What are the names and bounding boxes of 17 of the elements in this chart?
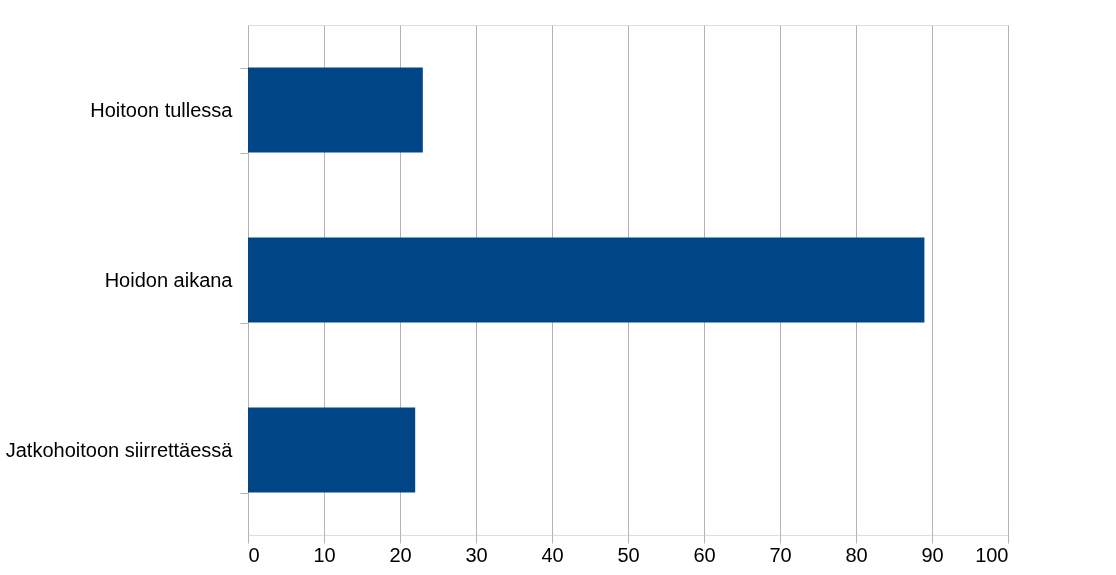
x-tick-label: 40 xyxy=(541,543,564,566)
x-tick-label: 100 xyxy=(975,543,1009,566)
y-tick-label: Hoitoon tullessa xyxy=(90,98,234,121)
y-tick-label: Hoidon aikana xyxy=(104,268,234,291)
bar xyxy=(248,67,423,153)
x-tick-label: 20 xyxy=(389,543,412,566)
x-tick-label: 70 xyxy=(769,543,792,566)
x-tick-label: 30 xyxy=(465,543,488,566)
bar xyxy=(248,407,416,493)
x-tick-label: 10 xyxy=(313,543,336,566)
y-tick-label: Jatkohoitoon siirrettäessä xyxy=(5,438,234,461)
x-tick-label: 80 xyxy=(845,543,868,566)
x-tick-label: 50 xyxy=(617,543,640,566)
x-tick-label: 60 xyxy=(693,543,716,566)
x-tick-label: 0 xyxy=(248,543,260,566)
x-tick-label: 90 xyxy=(921,543,944,566)
bar xyxy=(248,237,925,323)
